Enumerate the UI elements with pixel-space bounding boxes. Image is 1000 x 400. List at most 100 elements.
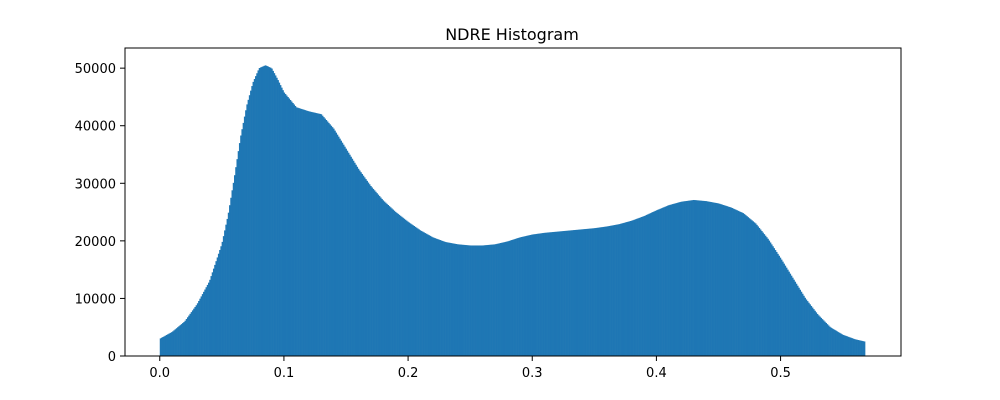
histogram-bar bbox=[199, 298, 201, 356]
histogram-bar bbox=[709, 201, 711, 356]
histogram-bar bbox=[470, 245, 472, 356]
histogram-bar bbox=[310, 111, 313, 356]
histogram-bar bbox=[287, 97, 289, 357]
histogram-bar bbox=[853, 339, 856, 356]
histogram-bar bbox=[697, 200, 700, 356]
histogram-bar bbox=[549, 232, 552, 356]
histogram-bar bbox=[721, 204, 724, 356]
histogram-bar bbox=[164, 335, 167, 356]
histogram-bar bbox=[707, 201, 710, 356]
histogram-bar bbox=[668, 205, 670, 356]
histogram-bar bbox=[633, 219, 636, 356]
histogram-bar bbox=[205, 287, 208, 356]
histogram-bar bbox=[420, 231, 423, 356]
histogram-bar bbox=[741, 212, 743, 356]
histogram-bar bbox=[439, 240, 441, 356]
histogram-bar bbox=[256, 73, 258, 356]
histogram-bar bbox=[585, 228, 587, 356]
histogram-bar bbox=[527, 235, 529, 356]
histogram-bar bbox=[507, 241, 510, 356]
histogram-bar bbox=[278, 82, 281, 357]
histogram-bar bbox=[179, 325, 182, 356]
histogram-bar bbox=[267, 66, 269, 356]
histogram-bar bbox=[340, 140, 342, 356]
histogram-bar bbox=[624, 222, 627, 356]
histogram-bar bbox=[315, 113, 318, 356]
histogram-bar bbox=[195, 305, 198, 356]
histogram-bar bbox=[801, 293, 804, 356]
histogram-bar bbox=[535, 233, 538, 356]
histogram-bar bbox=[384, 202, 387, 356]
histogram-bar bbox=[564, 230, 566, 356]
histogram-bar bbox=[236, 159, 239, 356]
histogram-bar bbox=[773, 248, 776, 356]
histogram-bars bbox=[159, 65, 866, 357]
histogram-bar bbox=[605, 226, 607, 356]
histogram-bar bbox=[811, 307, 814, 356]
histogram-bar bbox=[686, 200, 689, 356]
histogram-bar bbox=[358, 170, 361, 356]
histogram-bar bbox=[788, 271, 790, 356]
histogram-bar bbox=[279, 85, 282, 356]
histogram-bar bbox=[646, 214, 648, 356]
histogram-bar bbox=[211, 272, 214, 356]
x-tick-label: 0.5 bbox=[770, 366, 791, 381]
histogram-bar bbox=[809, 304, 811, 356]
histogram-bar bbox=[754, 223, 757, 356]
histogram-bar bbox=[368, 184, 371, 356]
histogram-bar bbox=[576, 229, 579, 356]
histogram-bar bbox=[587, 228, 590, 356]
histogram-bar bbox=[719, 203, 721, 356]
histogram-bar bbox=[268, 67, 271, 357]
histogram-bar bbox=[711, 202, 714, 356]
histogram-bar bbox=[486, 245, 488, 356]
histogram-bar bbox=[329, 124, 331, 356]
histogram-bar bbox=[669, 204, 672, 356]
histogram-bar bbox=[324, 118, 326, 356]
histogram-bar bbox=[508, 240, 511, 356]
histogram-bar bbox=[242, 122, 245, 357]
histogram-bar bbox=[219, 249, 221, 356]
histogram-bar bbox=[657, 209, 659, 356]
histogram-bar bbox=[529, 234, 532, 356]
histogram-bar bbox=[550, 232, 553, 356]
histogram-bar bbox=[308, 111, 310, 356]
histogram-bar bbox=[461, 244, 464, 356]
histogram-bar bbox=[763, 234, 766, 356]
histogram-bar bbox=[856, 339, 858, 356]
histogram-bar bbox=[649, 213, 652, 356]
histogram-bar bbox=[857, 340, 860, 356]
y-tick-label: 10000 bbox=[75, 292, 116, 307]
histogram-bar bbox=[817, 315, 820, 356]
histogram-bar bbox=[258, 68, 261, 357]
histogram-bar bbox=[794, 281, 797, 356]
histogram-bar bbox=[547, 232, 549, 356]
histogram-bar bbox=[665, 206, 668, 356]
histogram-bar bbox=[430, 236, 433, 356]
histogram-bar bbox=[851, 338, 853, 356]
histogram-bar bbox=[644, 215, 647, 356]
histogram-bar bbox=[819, 316, 821, 356]
histogram-bar bbox=[288, 98, 291, 357]
histogram-bar bbox=[347, 152, 350, 356]
histogram-bar bbox=[613, 225, 616, 356]
histogram-bar bbox=[497, 243, 500, 356]
y-tick-label: 50000 bbox=[75, 62, 116, 77]
histogram-bar bbox=[247, 99, 250, 356]
histogram-bar bbox=[336, 134, 339, 356]
histogram-bar bbox=[524, 236, 527, 356]
histogram-bar bbox=[217, 253, 220, 356]
histogram-bar bbox=[354, 162, 356, 356]
histogram-bar bbox=[493, 244, 496, 356]
histogram-bar bbox=[749, 219, 752, 356]
histogram-bar bbox=[178, 326, 180, 356]
histogram-bar bbox=[563, 231, 565, 356]
histogram-bar bbox=[449, 242, 451, 356]
histogram-bar bbox=[428, 235, 430, 356]
histogram-bar bbox=[427, 234, 429, 356]
histogram-bar bbox=[539, 233, 542, 356]
histogram-bar bbox=[861, 340, 863, 356]
histogram-bar bbox=[852, 338, 855, 356]
histogram-bar bbox=[183, 322, 185, 356]
histogram-bar bbox=[352, 160, 355, 356]
